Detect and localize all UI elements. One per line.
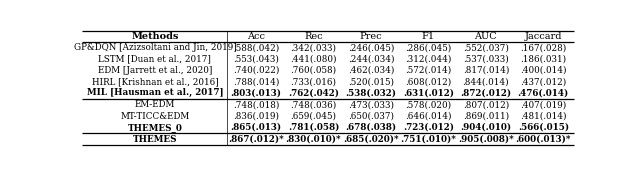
- Text: .167(.028): .167(.028): [520, 43, 566, 53]
- Text: .904(.010): .904(.010): [460, 123, 511, 132]
- Text: Prec: Prec: [360, 32, 382, 41]
- Text: Acc: Acc: [247, 32, 265, 41]
- Text: .817(.014): .817(.014): [463, 66, 509, 75]
- Text: .246(.045): .246(.045): [348, 43, 394, 53]
- Text: .537(.033): .537(.033): [463, 55, 509, 64]
- Text: .678(.038): .678(.038): [346, 123, 397, 132]
- Text: .830(.010)*: .830(.010)*: [285, 135, 341, 144]
- Text: GP&DQN [Azizsoltani and Jin, 2019]: GP&DQN [Azizsoltani and Jin, 2019]: [74, 43, 236, 53]
- Text: HIRL [Krishnan et al., 2016]: HIRL [Krishnan et al., 2016]: [92, 77, 218, 86]
- Text: .631(.012): .631(.012): [403, 88, 454, 98]
- Text: F1: F1: [422, 32, 435, 41]
- Text: Rec: Rec: [304, 32, 323, 41]
- Text: .437(.012): .437(.012): [520, 77, 566, 86]
- Text: Methods: Methods: [131, 32, 179, 41]
- Text: .578(.020): .578(.020): [405, 100, 451, 109]
- Text: .600(.013)*: .600(.013)*: [516, 135, 571, 144]
- Text: Jaccard: Jaccard: [525, 32, 562, 41]
- Text: .869(.011): .869(.011): [463, 112, 509, 121]
- Text: EM-EDM: EM-EDM: [135, 100, 175, 109]
- Text: .476(.014): .476(.014): [518, 88, 569, 98]
- Text: .588(.042): .588(.042): [233, 43, 279, 53]
- Text: .441(.080): .441(.080): [291, 55, 337, 64]
- Text: .608(.012): .608(.012): [405, 77, 452, 86]
- Text: .400(.014): .400(.014): [520, 66, 566, 75]
- Text: .788(.014): .788(.014): [233, 77, 279, 86]
- Text: .538(.032): .538(.032): [346, 88, 396, 98]
- Text: .872(.012): .872(.012): [460, 88, 511, 98]
- Text: .286(.045): .286(.045): [405, 43, 452, 53]
- Text: .865(.013): .865(.013): [230, 123, 282, 132]
- Text: .407(.019): .407(.019): [520, 100, 566, 109]
- Text: .312(.044): .312(.044): [405, 55, 452, 64]
- Text: .807(.012): .807(.012): [463, 100, 509, 109]
- Text: .342(.033): .342(.033): [291, 43, 337, 53]
- Text: .520(.015): .520(.015): [348, 77, 394, 86]
- Text: .462(.034): .462(.034): [348, 66, 394, 75]
- Text: MIL [Hausman et al., 2017]: MIL [Hausman et al., 2017]: [86, 88, 223, 98]
- Text: .748(.036): .748(.036): [291, 100, 337, 109]
- Text: .867(.012)*: .867(.012)*: [228, 135, 284, 144]
- Text: .473(.033): .473(.033): [348, 100, 394, 109]
- Text: THEMES_0: THEMES_0: [127, 123, 182, 132]
- Text: .748(.018): .748(.018): [233, 100, 279, 109]
- Text: .646(.014): .646(.014): [405, 112, 452, 121]
- Text: .803(.013): .803(.013): [230, 88, 282, 98]
- Text: .844(.014): .844(.014): [463, 77, 509, 86]
- Text: .685(.020)*: .685(.020)*: [343, 135, 399, 144]
- Text: MT-TICC&EDM: MT-TICC&EDM: [120, 112, 189, 121]
- Text: .566(.015): .566(.015): [518, 123, 569, 132]
- Text: .836(.019): .836(.019): [233, 112, 279, 121]
- Text: THEMES: THEMES: [132, 135, 177, 144]
- Text: .186(.031): .186(.031): [520, 55, 566, 64]
- Text: LSTM [Duan et al., 2017]: LSTM [Duan et al., 2017]: [99, 55, 211, 64]
- Text: .572(.014): .572(.014): [405, 66, 452, 75]
- Text: .723(.012): .723(.012): [403, 123, 454, 132]
- Text: .552(.037): .552(.037): [463, 43, 509, 53]
- Text: .760(.058): .760(.058): [291, 66, 337, 75]
- Text: AUC: AUC: [474, 32, 497, 41]
- Text: EDM [Jarrett et al., 2020]: EDM [Jarrett et al., 2020]: [98, 66, 212, 75]
- Text: .553(.043): .553(.043): [233, 55, 279, 64]
- Text: .740(.022): .740(.022): [233, 66, 279, 75]
- Text: .905(.008)*: .905(.008)*: [458, 135, 514, 144]
- Text: .650(.037): .650(.037): [348, 112, 394, 121]
- Text: .762(.042): .762(.042): [288, 88, 339, 98]
- Text: .659(.045): .659(.045): [291, 112, 337, 121]
- Text: .781(.058): .781(.058): [288, 123, 339, 132]
- Text: .751(.010)*: .751(.010)*: [401, 135, 456, 144]
- Text: .244(.034): .244(.034): [348, 55, 394, 64]
- Text: .733(.016): .733(.016): [291, 77, 337, 86]
- Text: .481(.014): .481(.014): [520, 112, 566, 121]
